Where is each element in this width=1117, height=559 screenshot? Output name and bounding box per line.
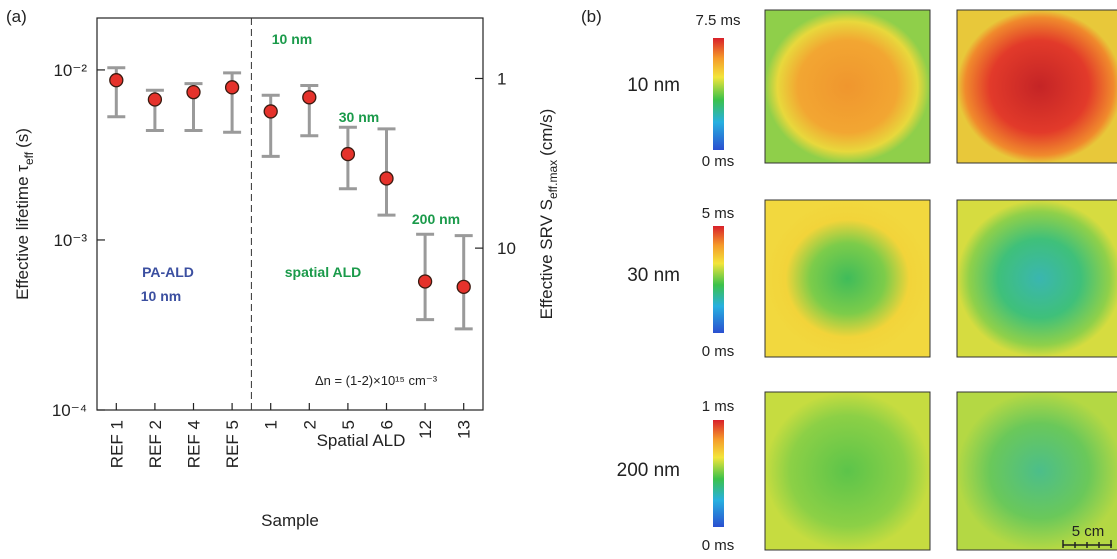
y-axis-label-unit: (s) — [13, 128, 32, 148]
x-tick-label: 6 — [378, 420, 397, 429]
annotation: 30 nm — [339, 109, 379, 125]
colorbar — [713, 420, 724, 527]
x-tick-label: 13 — [455, 420, 474, 439]
data-point — [187, 86, 200, 99]
x-tick-label: 2 — [300, 420, 319, 429]
annotation: 10 nm — [141, 288, 181, 304]
data-point — [303, 91, 316, 104]
colorbar-max: 1 ms — [702, 398, 735, 415]
y-axis-label-main: Effective lifetime τ — [13, 165, 32, 300]
data-point — [380, 172, 393, 185]
data-point — [457, 280, 470, 293]
figure: (a) (b) 10⁻⁴ 10⁻³ 10⁻² 1 10 Effective lifetim… — [0, 0, 1117, 554]
row-label: 10 nm — [627, 75, 680, 96]
lifetime-map — [765, 392, 930, 550]
row-label: 200 nm — [617, 460, 680, 481]
row-label: 30 nm — [627, 265, 680, 286]
y2-axis-label: Effective SRV Seff.max (cm/s) — [537, 109, 560, 320]
annotation: PA-ALD — [142, 264, 194, 280]
annotation: 200 nm — [412, 211, 460, 227]
data-point — [110, 74, 123, 87]
annotation: spatial ALD — [285, 264, 362, 280]
colorbar-max: 7.5 ms — [695, 12, 740, 29]
x-group-label: Spatial ALD — [317, 431, 406, 450]
data-point — [341, 148, 354, 161]
colorbar-min: 0 ms — [702, 537, 735, 554]
y2-tick-label: 10 — [497, 239, 516, 258]
data-point — [226, 81, 239, 94]
x-tick-label: 12 — [416, 420, 435, 439]
lifetime-map — [957, 10, 1117, 163]
x-tick-label: REF 1 — [107, 420, 126, 468]
annotation: 10 nm — [272, 31, 312, 47]
y-axis-label-sub: eff — [22, 151, 36, 165]
x-axis-label: Sample — [261, 511, 319, 530]
colorbar-max: 5 ms — [702, 205, 735, 222]
y-tick-label: 10⁻² — [53, 61, 87, 80]
y2-axis-label-sub: eff.max — [546, 160, 560, 199]
y-tick-label: 10⁻³ — [53, 231, 87, 250]
x-tick-label: REF 5 — [223, 420, 242, 468]
annotation: Δn = (1-2)×10¹⁵ cm⁻³ — [315, 373, 438, 388]
y-axis-label: Effective lifetime τeff (s) — [13, 128, 36, 300]
lifetime-map — [765, 200, 930, 357]
x-tick-label: REF 2 — [146, 420, 165, 468]
data-point — [419, 275, 432, 288]
scale-bar-label: 5 cm — [1072, 523, 1105, 540]
panel-label: (a) — [6, 7, 27, 26]
x-tick-label: REF 4 — [185, 420, 204, 468]
y-tick-label: 10⁻⁴ — [52, 401, 87, 420]
lifetime-map — [765, 10, 930, 163]
y2-tick-label: 1 — [497, 69, 506, 88]
colorbar-min: 0 ms — [702, 153, 735, 170]
y2-axis-label-main: Effective SRV S — [537, 199, 556, 319]
colorbar-min: 0 ms — [702, 343, 735, 360]
x-tick-label: 5 — [339, 420, 358, 429]
data-point — [264, 105, 277, 118]
x-tick-label: 1 — [262, 420, 281, 429]
panel-label: (b) — [581, 7, 602, 26]
maps — [713, 10, 1117, 550]
data-point — [148, 93, 161, 106]
y2-axis-label-unit: (cm/s) — [537, 109, 556, 156]
lifetime-map — [957, 200, 1117, 357]
colorbar — [713, 226, 724, 333]
colorbar — [713, 38, 724, 150]
